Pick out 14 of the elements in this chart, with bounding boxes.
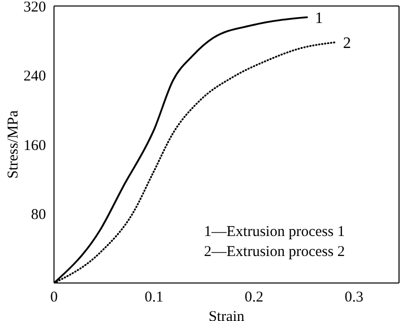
annotation: 1—Extrusion process 1 bbox=[204, 223, 345, 242]
y-tick-label: 320 bbox=[24, 0, 46, 16]
annotation: 2 bbox=[343, 35, 351, 52]
y-tick-label: 240 bbox=[24, 68, 46, 85]
y-tick-label: 80 bbox=[31, 207, 46, 224]
x-tick-label: 0 bbox=[50, 290, 58, 306]
y-axis-title: Stress/MPa bbox=[5, 110, 22, 179]
annotation: 2—Extrusion process 2 bbox=[204, 243, 345, 262]
x-tick-label: 0.2 bbox=[244, 290, 264, 306]
annotation: 1 bbox=[315, 10, 323, 27]
x-axis-title: Strain bbox=[208, 309, 245, 321]
x-tick-label: 0.3 bbox=[344, 290, 364, 306]
y-tick-label: 160 bbox=[24, 138, 46, 154]
x-tick-label: 0.1 bbox=[144, 290, 164, 306]
